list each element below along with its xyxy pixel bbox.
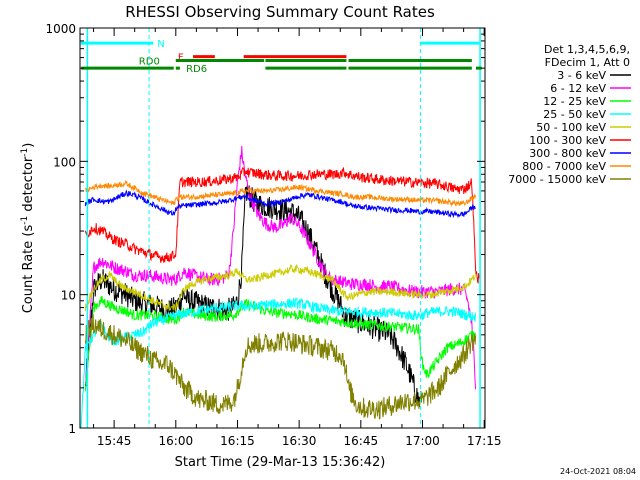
axes: 15:45 16:00 16:15 16:30 16:45 17:00 17:15 1 10 10… (45, 22, 501, 448)
x-tick-label: 16:00 (159, 434, 194, 448)
y-axis-label-mid: detector (21, 156, 36, 216)
x-tick-label: 16:45 (344, 434, 379, 448)
flag-label: N (157, 39, 164, 50)
state-flags: N F RD0 RD6 (80, 39, 482, 75)
flag-label: RD6 (186, 64, 207, 75)
flag-label: F (178, 53, 184, 64)
series-line (85, 179, 477, 208)
x-tick-label: 16:30 (282, 434, 317, 448)
legend-label: 800 - 7000 keV (522, 160, 606, 173)
legend-label: 25 - 50 keV (543, 108, 606, 121)
y-tick-label: 10 (61, 289, 76, 303)
series-line (84, 263, 477, 313)
legend-header-line: FDecim 1, Att 0 (545, 56, 630, 69)
y-axis-label-sup: -1 (20, 148, 30, 157)
x-tick-label: 17:15 (467, 434, 502, 448)
series-line (84, 314, 477, 420)
series-line (84, 296, 477, 392)
x-tick-label: 15:45 (97, 434, 132, 448)
orbit-markers (86, 28, 481, 428)
y-axis-label-main: Count Rate (s (21, 225, 36, 314)
series-layer (80, 145, 481, 429)
legend-label: 7000 - 15000 keV (508, 173, 606, 186)
flag-label: RD0 (139, 57, 160, 68)
legend-label: 50 - 100 keV (536, 121, 606, 134)
y-axis-label-end: ) (21, 143, 36, 148)
series-line (84, 167, 481, 285)
x-tick-label: 16:15 (220, 434, 255, 448)
chart-title: RHESSI Observing Summary Count Rates (125, 3, 435, 21)
generation-timestamp: 24-Oct-2021 08:04 (560, 467, 636, 476)
y-tick-label: 1 (68, 422, 76, 436)
x-axis-label: Start Time (29-Mar-13 15:36:42) (175, 455, 386, 470)
plot-frame (79, 27, 486, 429)
series-line (84, 189, 476, 219)
y-axis-label-sup: -1 (20, 216, 30, 225)
y-axis-label: Count Rate (s-1 detector-1) (20, 143, 36, 314)
legend-label: 6 - 12 keV (550, 82, 606, 95)
legend-header-line: Det 1,3,4,5,6,9, (544, 43, 630, 56)
legend-label: 300 - 800 keV (529, 147, 606, 160)
legend-label: 12 - 25 keV (543, 95, 606, 108)
plot-area: N F RD0 RD6 (80, 28, 482, 429)
y-tick-label: 100 (53, 155, 76, 169)
series-line (80, 297, 476, 429)
x-tick-label: 17:00 (405, 434, 440, 448)
legend-label: 3 - 6 keV (557, 69, 606, 82)
legend: Det 1,3,4,5,6,9, FDecim 1, Att 0 3 - 6 k… (508, 43, 631, 186)
legend-label: 100 - 300 keV (529, 134, 606, 147)
y-tick-label: 1000 (45, 22, 76, 36)
